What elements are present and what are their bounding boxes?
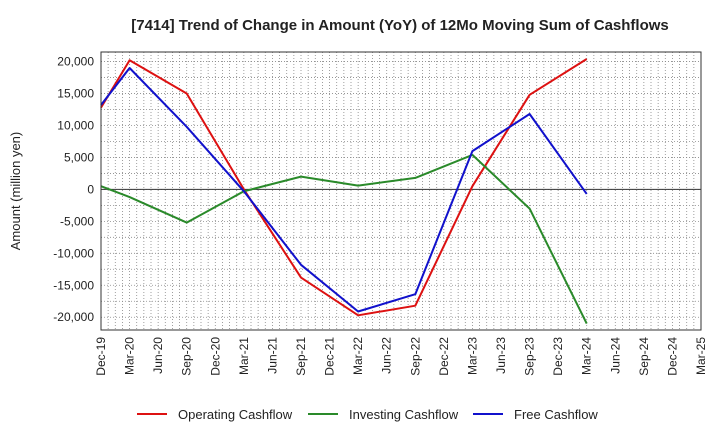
series-line-free-cashflow — [100, 67, 588, 313]
y-tick-label: -20,000 — [53, 310, 94, 324]
x-tick-label: Sep-22 — [408, 337, 422, 376]
y-tick-labels: 20,000 15,000 10,000 5,000 0 -5,000 -10,000 -15… — [53, 55, 94, 325]
series-line-investing-cashflow — [100, 153, 588, 325]
x-tick-label: Jun-20 — [151, 337, 165, 374]
series-line-operating-cashflow — [100, 58, 588, 317]
x-tick-label: Mar-21 — [237, 337, 251, 375]
x-tick-label: Mar-23 — [465, 337, 479, 375]
grid-layer — [100, 52, 702, 330]
x-tick-label: Dec-20 — [208, 337, 222, 376]
x-tick-label: Sep-21 — [294, 337, 308, 376]
x-tick-label: Jun-21 — [265, 337, 279, 374]
x-tick-label: Sep-20 — [180, 337, 194, 376]
legend-label-free-cashflow: Free Cashflow — [514, 407, 598, 422]
y-tick-label: 10,000 — [57, 118, 94, 132]
legend-label-operating-cashflow: Operating Cashflow — [178, 407, 293, 422]
x-tick-labels: Dec-19 Mar-20 Jun-20 Sep-20 Dec-20 Mar-21 Jun-… — [94, 337, 708, 376]
x-tick-label: Mar-24 — [580, 337, 594, 375]
x-tick-label: Mar-22 — [351, 337, 365, 375]
x-tick-label: Mar-20 — [123, 337, 137, 375]
y-tick-label: 15,000 — [57, 87, 94, 101]
y-tick-label: 5,000 — [64, 150, 94, 164]
x-tick-label: Dec-19 — [94, 337, 108, 376]
series-layer — [100, 58, 588, 325]
legend: Operating Cashflow Investing Cashflow Free… — [137, 407, 598, 422]
y-tick-label: -5,000 — [60, 214, 94, 228]
x-tick-label: Dec-23 — [551, 337, 565, 376]
x-tick-label: Sep-23 — [523, 337, 537, 376]
x-tick-label: Dec-22 — [437, 337, 451, 376]
x-tick-label: Jun-23 — [494, 337, 508, 374]
x-tick-label: Dec-24 — [665, 337, 679, 376]
plot-frame — [100, 51, 702, 331]
y-tick-label: 20,000 — [57, 55, 94, 69]
x-tick-label: Mar-25 — [694, 337, 708, 375]
legend-label-investing-cashflow: Investing Cashflow — [349, 407, 459, 422]
x-tick-label: Dec-21 — [323, 337, 337, 376]
y-tick-label: 0 — [87, 182, 94, 196]
y-tick-label: -15,000 — [53, 278, 94, 292]
y-axis-label: Amount (million yen) — [8, 132, 23, 251]
x-tick-label: Jun-22 — [380, 337, 394, 374]
x-tick-label: Sep-24 — [637, 337, 651, 376]
y-tick-label: -10,000 — [53, 246, 94, 260]
chart-title: [7414] Trend of Change in Amount (YoY) o… — [131, 17, 669, 34]
x-tick-label: Jun-24 — [608, 337, 622, 374]
